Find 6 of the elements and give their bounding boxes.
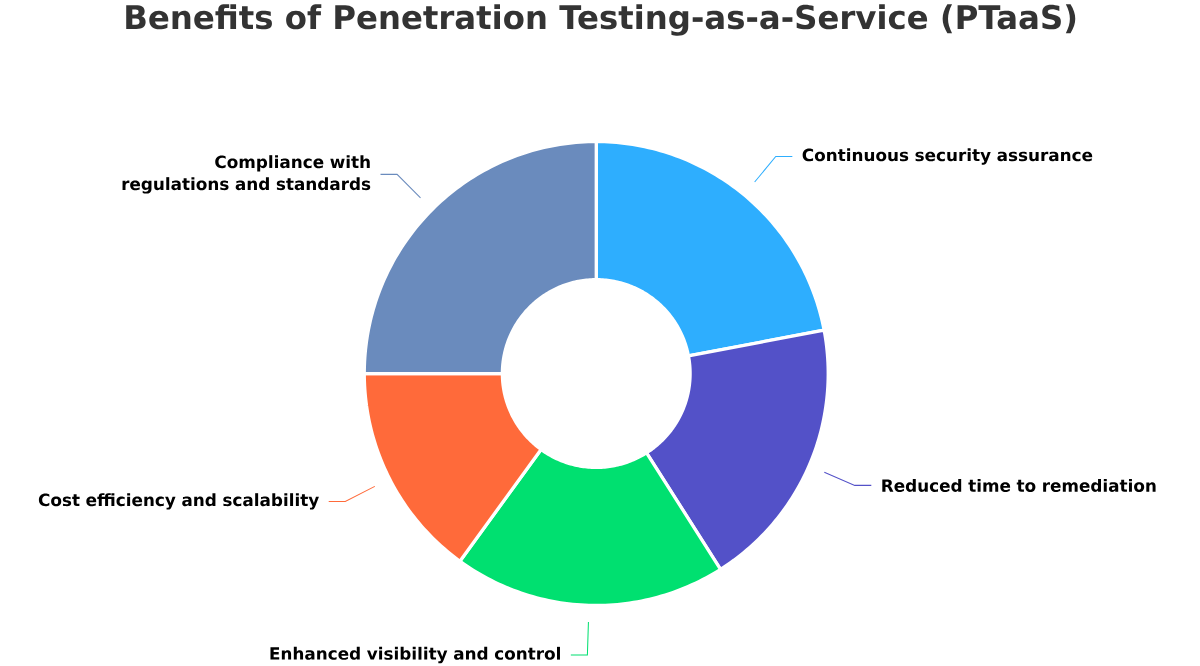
chart-title: Benefits of Penetration Testing-as-a-Service (PTaaS)	[126, 4, 1076, 36]
slice-label: Compliance with regulations and standards	[122, 155, 371, 194]
slice-label: Cost efficiency and scalability	[38, 493, 319, 510]
slice-label: Enhanced visibility and control	[270, 646, 560, 664]
slice-label: Continuous security assurance	[802, 148, 1093, 165]
slice-label: Reduced time to remediation	[882, 478, 1156, 492]
